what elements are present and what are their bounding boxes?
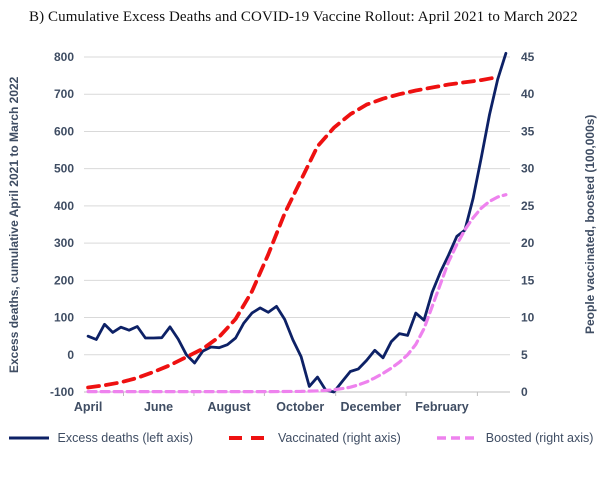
- left-axis-tick-label: 700: [54, 87, 74, 101]
- x-axis-month-label: June: [144, 400, 173, 414]
- right-axis-tick-label: 0: [521, 385, 528, 399]
- legend-item-vaccinated: Vaccinated (right axis): [227, 431, 401, 445]
- right-axis-tick-label: 45: [521, 50, 535, 64]
- left-axis-tick-label: 200: [54, 273, 74, 287]
- vaccinated-line-swatch: [229, 436, 270, 440]
- left-axis-tick-label: 400: [54, 199, 74, 213]
- right-axis-tick-label: 30: [521, 162, 535, 176]
- legend-item-boosted: Boosted (right axis): [435, 431, 594, 445]
- x-axis-month-label: February: [415, 400, 469, 414]
- right-axis-tick-label: 10: [521, 311, 535, 325]
- excess-deaths-line: [86, 51, 508, 394]
- right-axis-tick-label: 40: [521, 87, 535, 101]
- x-axis-month-label: October: [276, 400, 324, 414]
- vaccinated-line: [86, 75, 500, 390]
- boosted-line-swatch: [436, 436, 477, 440]
- legend-label-vaccinated: Vaccinated (right axis): [278, 431, 401, 445]
- legend-item-excess-deaths: Excess deaths (left axis): [7, 431, 193, 445]
- left-axis-tick-label: 300: [54, 236, 74, 250]
- right-axis-tick-label: 20: [521, 236, 535, 250]
- left-axis-tick-label: -100: [50, 385, 74, 399]
- legend-label-boosted: Boosted (right axis): [485, 431, 594, 445]
- right-axis-tick-label: 15: [521, 273, 535, 287]
- right-axis-tick-label: 25: [521, 199, 535, 213]
- right-axis-tick-label: 35: [521, 124, 535, 138]
- legend-label-excess-deaths: Excess deaths (left axis): [57, 431, 194, 445]
- left-axis-tick-label: 500: [54, 162, 74, 176]
- x-axis-month-label: August: [207, 400, 251, 414]
- right-axis-tick-label: 5: [521, 348, 528, 362]
- left-axis-tick-label: 0: [67, 348, 74, 362]
- x-axis-month-label: December: [341, 400, 402, 414]
- excess-deaths-line-swatch: [8, 436, 49, 440]
- left-axis-tick-label: 100: [54, 311, 74, 325]
- chart-legend: Excess deaths (left axis) Vaccinated (ri…: [0, 431, 600, 445]
- boosted-line: [86, 193, 508, 394]
- x-axis-month-label: April: [74, 400, 102, 414]
- left-axis-tick-label: 800: [54, 50, 74, 64]
- chart-title: B) Cumulative Excess Deaths and COVID-19…: [29, 9, 578, 25]
- left-axis-tick-label: 600: [54, 124, 74, 138]
